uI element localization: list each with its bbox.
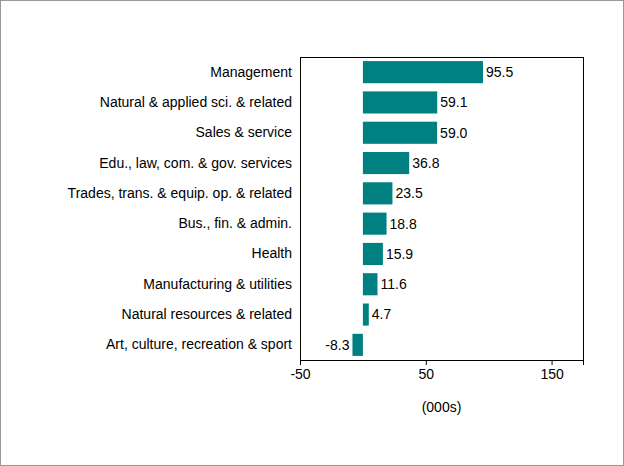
category-label: Sales & service bbox=[196, 124, 293, 140]
data-label: 95.5 bbox=[486, 64, 513, 80]
category-label: Trades, trans. & equip. op. & related bbox=[68, 185, 292, 201]
bar bbox=[363, 182, 393, 204]
chart-border bbox=[1, 1, 624, 466]
tick: Health bbox=[252, 245, 300, 261]
bar bbox=[352, 334, 362, 356]
axis-title: (000s) bbox=[422, 399, 462, 415]
tick: Edu., law, com. & gov. services bbox=[99, 155, 300, 171]
bar bbox=[363, 303, 369, 325]
category-label: Management bbox=[210, 64, 292, 80]
tick: Natural & applied sci. & related bbox=[100, 94, 300, 110]
chart: Management Natural & applied sci. & relat… bbox=[0, 0, 624, 466]
data-label: 36.8 bbox=[412, 155, 439, 171]
data-label: 15.9 bbox=[386, 246, 413, 262]
category-label: Manufacturing & utilities bbox=[143, 276, 292, 292]
bar bbox=[363, 61, 483, 83]
category-label: Edu., law, com. & gov. services bbox=[99, 155, 292, 171]
bar bbox=[363, 273, 378, 295]
category-label: Art, culture, recreation & sport bbox=[106, 336, 292, 352]
plot: Management Natural & applied sci. & relat… bbox=[68, 57, 584, 415]
category-label: Natural resources & related bbox=[122, 306, 292, 322]
tick-mark bbox=[552, 360, 553, 365]
bar bbox=[363, 122, 437, 144]
bars bbox=[352, 61, 483, 356]
bar bbox=[363, 243, 383, 265]
value-axis: -50 50 150 bbox=[290, 360, 583, 382]
tick: 150 bbox=[540, 360, 564, 382]
tick: Natural resources & related bbox=[122, 306, 300, 322]
category-axis: Management Natural & applied sci. & relat… bbox=[68, 58, 301, 361]
tick: -50 bbox=[290, 360, 310, 382]
tick-mark bbox=[426, 360, 427, 365]
tick-label: 50 bbox=[418, 366, 434, 382]
bar bbox=[363, 152, 409, 174]
tick-label: -50 bbox=[290, 366, 310, 382]
tick: Sales & service bbox=[196, 124, 300, 140]
axis-line bbox=[301, 361, 584, 366]
data-label: 18.8 bbox=[390, 216, 417, 232]
data-label: -8.3 bbox=[325, 337, 349, 353]
plot-frame bbox=[300, 57, 583, 360]
data-label: 4.7 bbox=[372, 306, 392, 322]
tick: Art, culture, recreation & sport bbox=[106, 336, 300, 352]
tick: Trades, trans. & equip. op. & related bbox=[68, 185, 300, 201]
data-label: 59.1 bbox=[440, 94, 467, 110]
tick-mark bbox=[300, 360, 301, 365]
tick: Bus., fin. & admin. bbox=[178, 215, 300, 231]
data-label: 23.5 bbox=[395, 185, 422, 201]
tick: Manufacturing & utilities bbox=[143, 276, 300, 292]
tick-label: 150 bbox=[540, 366, 564, 382]
tick: Management bbox=[210, 64, 300, 80]
category-label: Bus., fin. & admin. bbox=[178, 215, 292, 231]
bar bbox=[363, 91, 437, 113]
data-label: 11.6 bbox=[380, 276, 406, 292]
data-labels: 95.5 59.1 59.036.8 23.5 18.8 15.9 11.6 4.7 -8.3 bbox=[325, 64, 513, 353]
tick: 50 bbox=[418, 360, 434, 382]
bar bbox=[363, 213, 387, 235]
category-label: Natural & applied sci. & related bbox=[100, 94, 292, 110]
axis-line bbox=[300, 58, 301, 361]
category-label: Health bbox=[252, 245, 292, 261]
data-label: 59.0 bbox=[440, 125, 467, 141]
